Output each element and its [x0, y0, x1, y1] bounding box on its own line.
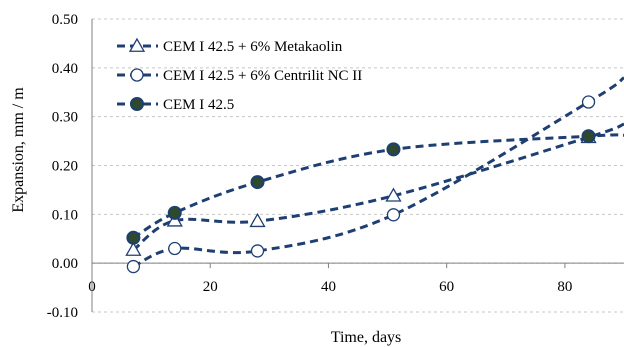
legend-item-1: CEM I 42.5 + 6% Metakaolin: [117, 37, 343, 55]
legend: CEM I 42.5 + 6% Metakaolin CEM I 42.5 + 6…: [117, 37, 362, 113]
y-tick-label: 0.20: [52, 159, 78, 175]
y-axis-title: Expansion, mm / m: [10, 87, 27, 213]
triangle-marker: [385, 187, 402, 202]
filled-circle-marker: [130, 97, 144, 111]
gridlines: [92, 18, 624, 313]
circle-marker: [250, 244, 265, 258]
filled-circle-marker: [126, 230, 141, 245]
x-tick-label: 80: [557, 279, 572, 295]
x-axis-title: Time, days: [331, 329, 402, 346]
filled-circle-marker: [250, 175, 265, 190]
legend-item-2: CEM I 42.5 + 6% Centrilit NC II: [117, 68, 362, 84]
x-tick-label: 60: [439, 279, 454, 295]
y-tick-label: 0.00: [52, 256, 78, 272]
series-2: [126, 76, 624, 274]
legend-label: CEM I 42.5 + 6% Metakaolin: [163, 39, 343, 55]
y-tick-label: 0.40: [52, 61, 78, 77]
axes: [91, 19, 624, 312]
y-tick-label: -0.10: [47, 305, 78, 321]
triangle-marker: [128, 37, 146, 52]
circle-marker: [386, 208, 401, 222]
legend-label: CEM I 42.5 + 6% Centrilit NC II: [163, 68, 362, 84]
x-tick-label: 0: [88, 279, 96, 295]
x-tick-label: 40: [321, 279, 336, 295]
circle-marker: [581, 95, 596, 109]
filled-circle-marker: [581, 129, 596, 144]
triangle-marker: [125, 241, 142, 256]
filled-circle-marker: [167, 205, 182, 220]
series-layer: [125, 76, 624, 274]
x-tick-label: 20: [203, 279, 218, 295]
series-line: [132, 122, 624, 252]
tick-labels: 0.50 0.40 0.30 0.20 0.10 0.00 -0.10 0 20 40 60 80: [47, 12, 573, 321]
series-1: [125, 122, 624, 256]
circle-marker: [168, 241, 182, 256]
y-tick-label: 0.10: [52, 207, 78, 223]
y-tick-label: 0.50: [52, 12, 78, 28]
triangle-marker: [249, 212, 266, 228]
legend-label: CEM I 42.5: [163, 97, 234, 113]
filled-circle-marker: [386, 142, 401, 157]
y-tick-label: 0.30: [52, 110, 78, 126]
circle-marker: [126, 259, 141, 274]
series-3: [126, 129, 624, 245]
legend-item-3: CEM I 42.5: [117, 97, 234, 113]
circle-marker: [130, 68, 144, 82]
